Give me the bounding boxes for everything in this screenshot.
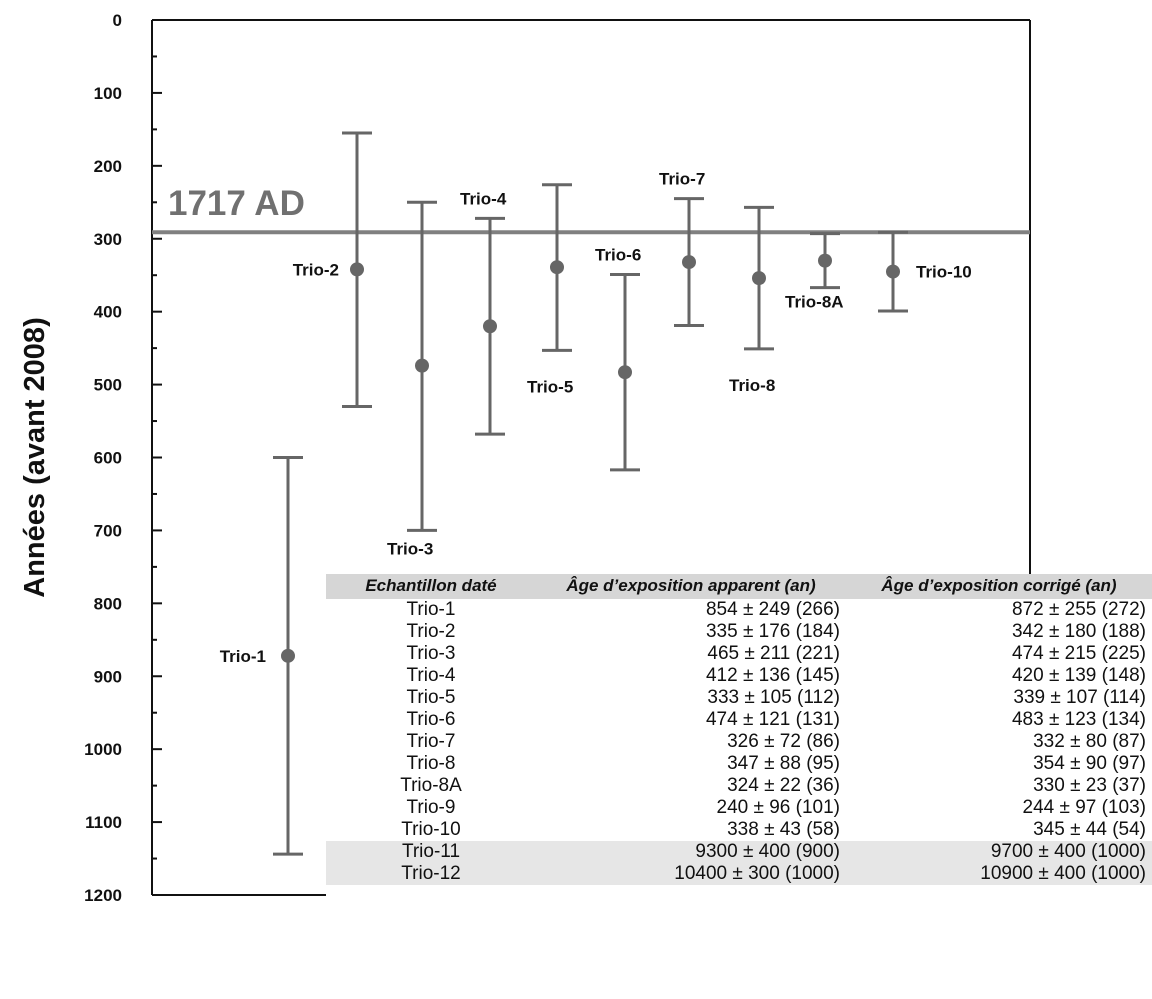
y-tick-label: 1000 bbox=[84, 740, 122, 759]
cell-corrected-age: 332 ± 80 (87) bbox=[1033, 731, 1146, 752]
cell-corrected-age: 244 ± 97 (103) bbox=[1022, 797, 1146, 818]
data-point bbox=[483, 319, 497, 334]
cell-apparent-age: 338 ± 43 (58) bbox=[727, 819, 840, 840]
y-tick-label: 1200 bbox=[84, 886, 122, 905]
cell-apparent-age: 854 ± 249 (266) bbox=[705, 599, 840, 620]
header-sample: Echantillon daté bbox=[326, 574, 536, 599]
table-row: Trio-9 240 ± 96 (101) 244 ± 97 (103) bbox=[326, 797, 1152, 819]
y-axis-title: Années (avant 2008) bbox=[19, 317, 51, 597]
y-tick-label: 400 bbox=[94, 303, 122, 322]
cell-corrected-age: 10900 ± 400 (1000) bbox=[846, 863, 1152, 885]
cell-apparent-age: 474 ± 121 (131) bbox=[705, 709, 840, 730]
cell-apparent-age: 347 ± 88 (95) bbox=[727, 753, 840, 774]
point-label: Trio-3 bbox=[387, 539, 433, 558]
cell-corrected-age: 483 ± 123 (134) bbox=[1011, 709, 1146, 730]
point-label: Trio-7 bbox=[659, 170, 705, 189]
y-tick-label: 1100 bbox=[85, 813, 122, 832]
cell-apparent-age: 326 ± 72 (86) bbox=[727, 731, 840, 752]
data-point bbox=[350, 262, 364, 277]
point-label: Trio-6 bbox=[595, 245, 641, 264]
y-tick-label: 100 bbox=[94, 84, 122, 103]
cell-sample: Trio-8A bbox=[400, 775, 462, 796]
cell-sample: Trio-6 bbox=[406, 709, 456, 730]
cell-sample: Trio-8 bbox=[406, 753, 456, 774]
table-row: Trio-7 326 ± 72 (86) 332 ± 80 (87) bbox=[326, 731, 1152, 753]
table-row: Trio-11 9300 ± 400 (900) 9700 ± 400 (1000) bbox=[326, 841, 1152, 863]
cell-sample: Trio-11 bbox=[326, 841, 536, 863]
y-tick-label: 200 bbox=[94, 157, 122, 176]
cell-corrected-age: 339 ± 107 (114) bbox=[1013, 687, 1146, 708]
data-point bbox=[415, 358, 429, 373]
point-label: Trio-10 bbox=[916, 263, 972, 282]
cell-sample: Trio-4 bbox=[406, 665, 456, 686]
data-point bbox=[550, 260, 564, 275]
table-row: Trio-12 10400 ± 300 (1000) 10900 ± 400 (10… bbox=[326, 863, 1152, 885]
cell-apparent-age: 9300 ± 400 (900) bbox=[536, 841, 846, 863]
table-row: Trio-8A 324 ± 22 (36) 330 ± 23 (37) bbox=[326, 775, 1152, 797]
cell-sample: Trio-7 bbox=[406, 731, 456, 752]
point-label: Trio-4 bbox=[460, 189, 507, 208]
y-tick-label: 700 bbox=[94, 521, 122, 540]
cell-sample: Trio-3 bbox=[406, 643, 456, 664]
table-row: Trio-2 335 ± 176 (184) 342 ± 180 (188) bbox=[326, 621, 1152, 643]
cell-sample: Trio-5 bbox=[406, 687, 456, 708]
data-point bbox=[818, 253, 832, 268]
cell-apparent-age: 324 ± 22 (36) bbox=[727, 775, 840, 796]
age-table: Echantillon daté Âge d’exposition appare… bbox=[326, 574, 1152, 885]
point-label: Trio-1 bbox=[220, 647, 266, 666]
cell-apparent-age: 465 ± 211 (221) bbox=[707, 643, 840, 664]
data-point bbox=[752, 271, 766, 286]
table-header-row: Echantillon daté Âge d’exposition appare… bbox=[326, 574, 1152, 599]
data-point bbox=[682, 255, 696, 270]
cell-corrected-age: 345 ± 44 (54) bbox=[1033, 819, 1146, 840]
y-tick-label: 900 bbox=[94, 667, 122, 686]
table-row: Trio-3 465 ± 211 (221) 474 ± 215 (225) bbox=[326, 643, 1152, 665]
y-tick-label: 300 bbox=[94, 230, 122, 249]
y-tick-label: 800 bbox=[94, 594, 122, 613]
reference-line-label: 1717 AD bbox=[168, 184, 305, 223]
point-label: Trio-5 bbox=[527, 377, 573, 396]
header-corrected-age: Âge d’exposition corrigé (an) bbox=[846, 574, 1152, 599]
cell-sample: Trio-9 bbox=[406, 797, 456, 818]
data-point bbox=[618, 365, 632, 380]
cell-sample: Trio-12 bbox=[326, 863, 536, 885]
cell-corrected-age: 420 ± 139 (148) bbox=[1011, 665, 1146, 686]
cell-corrected-age: 474 ± 215 (225) bbox=[1011, 643, 1146, 664]
cell-sample: Trio-10 bbox=[401, 819, 461, 840]
data-point bbox=[886, 264, 900, 279]
y-tick-label: 500 bbox=[94, 376, 122, 395]
data-point bbox=[281, 648, 295, 663]
point-label: Trio-2 bbox=[293, 260, 339, 279]
y-tick-label: 0 bbox=[113, 11, 122, 30]
header-apparent-age: Âge d’exposition apparent (an) bbox=[536, 574, 846, 599]
cell-corrected-age: 354 ± 90 (97) bbox=[1033, 753, 1146, 774]
cell-corrected-age: 342 ± 180 (188) bbox=[1011, 621, 1146, 642]
table-row: Trio-8 347 ± 88 (95) 354 ± 90 (97) bbox=[326, 753, 1152, 775]
cell-apparent-age: 333 ± 105 (112) bbox=[707, 687, 840, 708]
table-row: Trio-6 474 ± 121 (131) 483 ± 123 (134) bbox=[326, 709, 1152, 731]
cell-sample: Trio-2 bbox=[406, 621, 456, 642]
y-tick-label: 600 bbox=[94, 449, 122, 468]
table-row: Trio-10 338 ± 43 (58) 345 ± 44 (54) bbox=[326, 819, 1152, 841]
cell-corrected-age: 872 ± 255 (272) bbox=[1011, 599, 1146, 620]
cell-apparent-age: 412 ± 136 (145) bbox=[705, 665, 840, 686]
table-row: Trio-5 333 ± 105 (112) 339 ± 107 (114) bbox=[326, 687, 1152, 709]
table-row: Trio-1 854 ± 249 (266) 872 ± 255 (272) bbox=[326, 599, 1152, 621]
cell-apparent-age: 10400 ± 300 (1000) bbox=[536, 863, 846, 885]
point-label: Trio-8A bbox=[785, 293, 844, 312]
cell-corrected-age: 330 ± 23 (37) bbox=[1033, 775, 1146, 796]
point-label: Trio-8 bbox=[729, 376, 775, 395]
cell-apparent-age: 335 ± 176 (184) bbox=[705, 621, 840, 642]
table-row: Trio-4 412 ± 136 (145) 420 ± 139 (148) bbox=[326, 665, 1152, 687]
cell-corrected-age: 9700 ± 400 (1000) bbox=[846, 841, 1152, 863]
cell-sample: Trio-1 bbox=[406, 599, 456, 620]
cell-apparent-age: 240 ± 96 (101) bbox=[716, 797, 840, 818]
